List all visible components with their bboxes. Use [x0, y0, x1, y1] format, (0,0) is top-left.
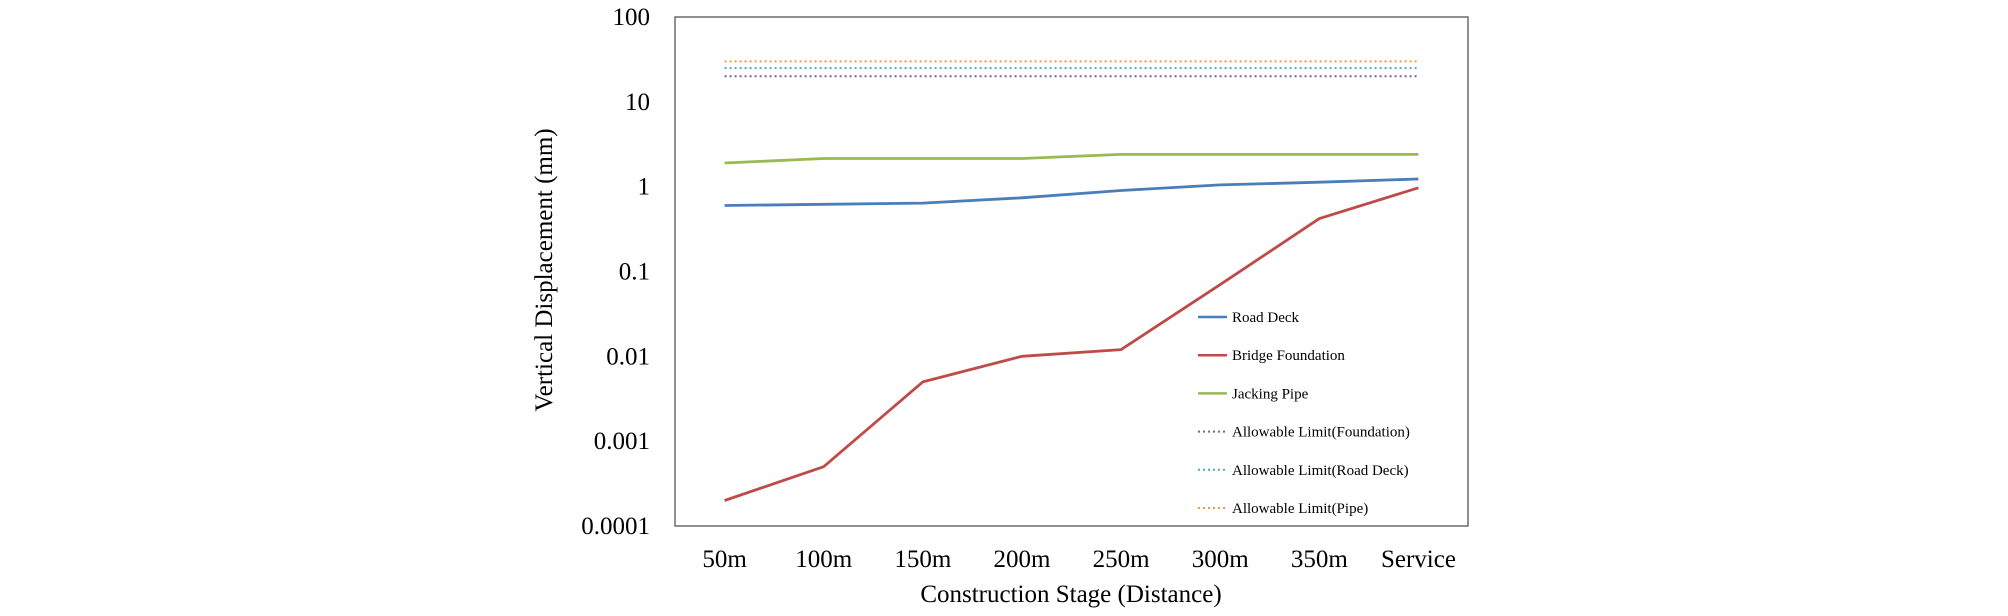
y-tick-label: 1 [638, 174, 651, 201]
y-tick-label: 0.01 [606, 343, 650, 370]
series-layer [724, 60, 1419, 502]
x-tick-label: 250m [1093, 546, 1151, 573]
legend-label-road-deck: Road Deck [1232, 310, 1300, 326]
x-tick-label: Service [1381, 546, 1456, 573]
legend-label-limit-pipe: Allowable Limit(Pipe) [1232, 501, 1368, 517]
x-axis-ticks: 50m 100m 150m 200m 250m 300m 350m Service [702, 546, 1456, 573]
legend-label-bridge-foundation: Bridge Foundation [1232, 348, 1345, 364]
legend-label-jacking-pipe: Jacking Pipe [1232, 386, 1309, 402]
series-line-road-deck [724, 177, 1419, 207]
series-line-bridge-foundation [724, 186, 1419, 502]
y-tick-label: 0.0001 [581, 513, 650, 540]
x-tick-label: 150m [894, 546, 952, 573]
y-tick-label: 10 [625, 89, 650, 116]
legend-label-limit-foundation: Allowable Limit(Foundation) [1232, 425, 1410, 441]
x-tick-label: 100m [795, 546, 853, 573]
x-axis-label: Construction Stage (Distance) [920, 581, 1221, 608]
plot-area-frame [674, 16, 1469, 527]
y-tick-label: 0.1 [619, 259, 650, 286]
legend-label-limit-road-deck: Allowable Limit(Road Deck) [1232, 463, 1409, 479]
y-axis-label: Vertical Displacement (mm) [531, 128, 558, 411]
x-tick-label: 300m [1192, 546, 1250, 573]
y-axis-ticks: 0.0001 0.001 0.01 0.1 1 10 100 [581, 4, 650, 540]
legend: Road Deck Bridge Foundation Jacking Pipe Al… [1198, 310, 1410, 517]
x-tick-label: 200m [993, 546, 1051, 573]
x-tick-label: 50m [702, 546, 747, 573]
x-tick-label: 350m [1291, 546, 1349, 573]
series-line-jacking-pipe [724, 153, 1419, 165]
y-tick-label: 0.001 [594, 428, 650, 455]
y-tick-label: 100 [613, 4, 651, 31]
